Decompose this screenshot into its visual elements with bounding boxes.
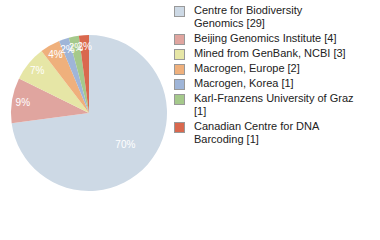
svg-text:2%: 2% [77, 41, 92, 52]
svg-text:70%: 70% [115, 139, 135, 150]
html-text:Centre for Biodiversity Genomi: Centre for Biodiversity Genomics [29] [194, 4, 303, 29]
html-text:Macrogen, Korea [1]: Macrogen, Korea [1] [194, 77, 294, 89]
svg-text:7%: 7% [30, 65, 45, 76]
svg-text:4%: 4% [48, 49, 63, 61]
html-text:Canadian Centre for DNA Barcod: Canadian Centre for DNA Barcoding [1] [194, 120, 319, 145]
html-text:Macrogen, Europe [2]: Macrogen, Europe [2] [194, 62, 300, 74]
html-text:Karl-Franzens University of Gr: Karl-Franzens University of Graz [1] [194, 92, 354, 117]
svg-text:9%: 9% [16, 97, 31, 108]
svg-text:2%: 2% [60, 44, 75, 55]
html-text:Beijing Genomics Institute [4]: Beijing Genomics Institute [4] [194, 32, 337, 44]
html-text:Mined from GenBank, NCBI [3]: Mined from GenBank, NCBI [3] [194, 47, 346, 59]
svg-text:2%: 2% [68, 41, 84, 53]
